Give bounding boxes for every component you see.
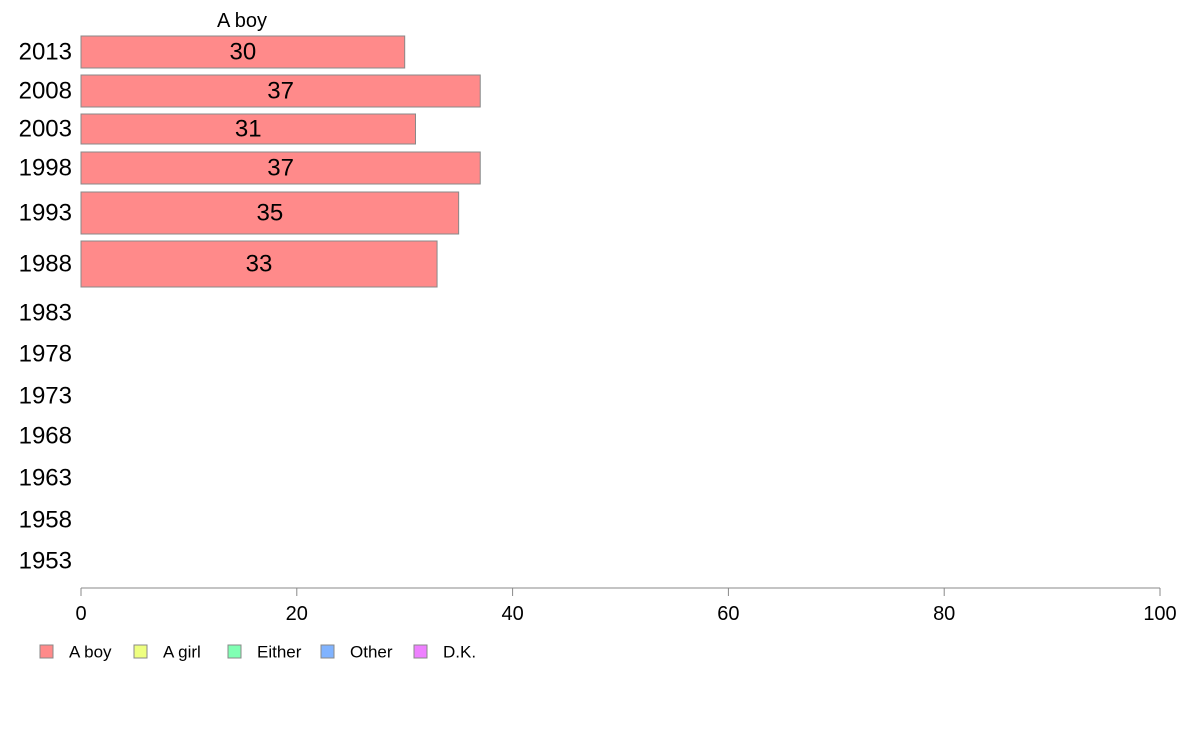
y-tick-label: 2013 xyxy=(19,39,72,66)
y-tick-label: 1973 xyxy=(19,383,72,410)
y-tick-label: 1968 xyxy=(19,423,72,450)
y-tick-label: 1953 xyxy=(19,548,72,575)
bar xyxy=(80,35,406,69)
x-tick-label: 60 xyxy=(717,603,739,625)
legend-label: A girl xyxy=(163,643,201,662)
legend-swatch xyxy=(133,644,148,659)
data-label: 35 xyxy=(256,200,283,227)
legend-swatch xyxy=(227,644,242,659)
column-title: A boy xyxy=(217,10,267,32)
legend-swatch xyxy=(39,644,54,659)
x-tick-label: 100 xyxy=(1143,603,1176,625)
x-tick-label: 40 xyxy=(501,603,523,625)
data-label: 31 xyxy=(235,116,262,143)
bar xyxy=(80,113,416,145)
y-tick-label: 2008 xyxy=(19,78,72,105)
y-tick-label: 1993 xyxy=(19,200,72,227)
legend: A boy A girl Either Other D.K. xyxy=(39,643,476,662)
bar xyxy=(80,240,438,288)
data-label: 37 xyxy=(267,155,294,182)
legend-label: D.K. xyxy=(443,643,476,662)
data-label: 33 xyxy=(246,251,273,278)
legend-label: Either xyxy=(257,643,302,662)
data-label: 37 xyxy=(267,78,294,105)
y-tick-label: 1978 xyxy=(19,341,72,368)
x-tick-label: 0 xyxy=(75,603,86,625)
legend-swatch xyxy=(413,644,428,659)
legend-label: A boy xyxy=(69,643,112,662)
y-tick-label: 1998 xyxy=(19,155,72,182)
chart-rows: 2013 30 2008 37 2003 31 1998 37 1993 35 1988 33 1983… xyxy=(19,35,481,575)
bar xyxy=(80,74,481,108)
x-axis: 0 20 40 60 80 100 xyxy=(75,587,1177,625)
legend-swatch xyxy=(320,644,335,659)
x-tick-label: 80 xyxy=(933,603,955,625)
y-tick-label: 2003 xyxy=(19,116,72,143)
bar xyxy=(80,191,460,235)
y-tick-label: 1958 xyxy=(19,507,72,534)
y-tick-label: 1983 xyxy=(19,300,72,327)
legend-label: Other xyxy=(350,643,393,662)
y-tick-label: 1963 xyxy=(19,465,72,492)
y-tick-label: 1988 xyxy=(19,251,72,278)
x-tick-label: 20 xyxy=(286,603,308,625)
data-label: 30 xyxy=(229,39,256,66)
bar xyxy=(80,151,481,185)
